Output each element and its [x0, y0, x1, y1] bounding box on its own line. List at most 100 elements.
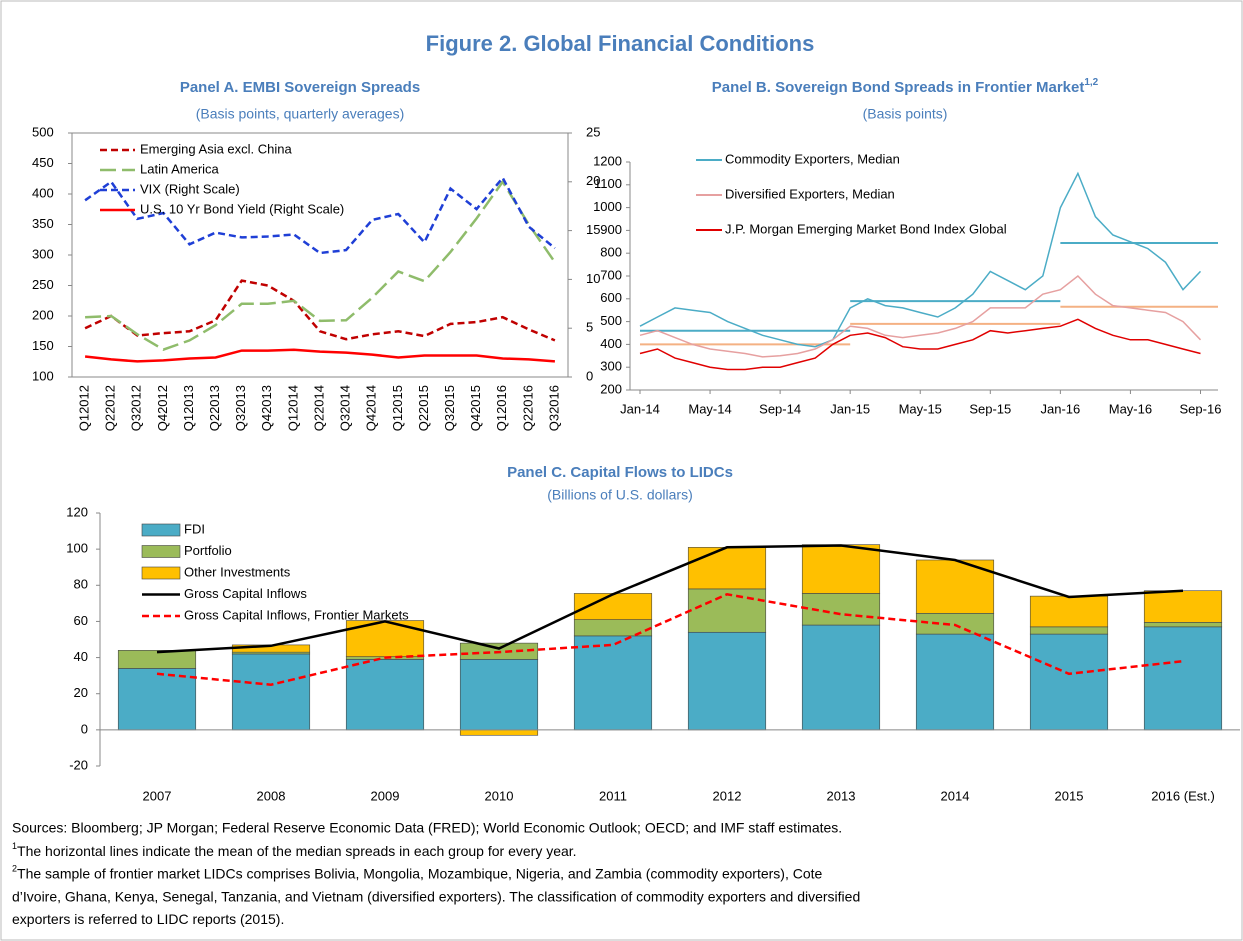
bar-segment — [801, 624, 881, 731]
series-line — [639, 274, 1202, 358]
bar-segment — [459, 659, 539, 731]
y2-tick-label: 20 — [586, 173, 600, 188]
x-tick-label: May-15 — [899, 401, 942, 416]
series-line — [84, 279, 556, 342]
y-tick-label: 350 — [32, 216, 54, 231]
x-tick-label: Q22013 — [207, 385, 222, 431]
x-tick-label: Q12014 — [285, 385, 300, 431]
x-tick-label: Jan-16 — [1040, 401, 1080, 416]
y-tick-label: 120 — [66, 504, 88, 519]
panel-subtitle: (Basis points) — [863, 106, 948, 122]
x-tick-label: 2011 — [599, 788, 627, 803]
legend-label: Other Investments — [184, 564, 291, 579]
legend-swatch — [141, 523, 181, 537]
x-tick-label: Q42012 — [155, 385, 170, 431]
x-tick-label: 2015 — [1055, 788, 1084, 803]
series-line — [84, 175, 556, 255]
x-tick-label: Sep-14 — [759, 401, 801, 416]
x-tick-label: Q22012 — [103, 385, 118, 431]
series-line — [639, 318, 1201, 371]
y-tick-label: 20 — [74, 685, 88, 700]
series-line — [639, 171, 1202, 348]
y-tick-label: 400 — [600, 336, 622, 351]
y2-tick-label: 5 — [586, 320, 593, 335]
series-line — [156, 544, 1184, 654]
x-tick-label: Q32012 — [129, 385, 144, 431]
x-tick-label: Q42015 — [468, 385, 483, 431]
y-tick-label: 800 — [600, 245, 622, 260]
y2-tick-label: 10 — [586, 271, 600, 286]
legend-label: Emerging Asia excl. China — [140, 141, 293, 156]
x-tick-label: Q22015 — [416, 385, 431, 431]
legend-label: J.P. Morgan Emerging Market Bond Index G… — [725, 221, 1007, 236]
bar-segment — [687, 631, 767, 731]
x-tick-label: Q12015 — [390, 385, 405, 431]
footnote: d’Ivoire, Ghana, Kenya, Senegal, Tanzani… — [12, 888, 860, 904]
bar-segment — [345, 659, 425, 731]
legend-label: Gross Capital Inflows, Frontier Markets — [184, 607, 409, 622]
y2-tick-label: 15 — [586, 222, 600, 237]
bar-segment — [573, 635, 653, 731]
x-tick-label: 2012 — [713, 788, 742, 803]
y2-tick-label: 25 — [586, 124, 600, 139]
y-tick-label: 0 — [81, 721, 88, 736]
x-tick-label: Jan-15 — [830, 401, 870, 416]
y-tick-label: 500 — [32, 124, 54, 139]
legend-label: Gross Capital Inflows — [184, 586, 307, 601]
footnote: exporters is referred to LIDC reports (2… — [12, 911, 284, 927]
y-tick-label: 450 — [32, 155, 54, 170]
y-tick-label: 200 — [600, 381, 622, 396]
series-line — [156, 593, 1184, 686]
figure-title: Figure 2. Global Financial Conditions — [426, 31, 815, 56]
footnote-text: exporters is referred to LIDC reports (2… — [12, 911, 284, 927]
panel-title: Panel B. Sovereign Bond Spreads in Front… — [712, 77, 1099, 96]
bar-segment — [801, 544, 881, 594]
x-tick-label: Q32015 — [442, 385, 457, 431]
bar-segment — [1029, 626, 1109, 635]
sources: Sources: Bloomberg; JP Morgan; Federal R… — [12, 820, 842, 836]
x-tick-label: Q42014 — [364, 385, 379, 431]
bar-segment — [1143, 626, 1223, 731]
x-tick-label: Q22014 — [311, 385, 326, 431]
legend-label: Latin America — [140, 161, 220, 176]
bar-segment — [1143, 622, 1223, 628]
series-line — [85, 179, 556, 351]
y-tick-label: 1000 — [593, 199, 622, 214]
y-tick-label: 300 — [600, 359, 622, 374]
bar-segment — [915, 612, 995, 635]
legend-swatch — [141, 545, 181, 558]
x-tick-label: Q32016 — [546, 385, 561, 431]
x-tick-label: Q12012 — [76, 385, 91, 431]
legend-label: Commodity Exporters, Median — [725, 151, 900, 166]
y-tick-label: 1100 — [594, 176, 622, 191]
legend-label: U.S. 10 Yr Bond Yield (Right Scale) — [140, 201, 344, 216]
y-tick-label: 900 — [600, 222, 622, 237]
footnote-text: The horizontal lines indicate the mean o… — [17, 843, 577, 859]
panel-subtitle: (Billions of U.S. dollars) — [547, 487, 693, 503]
bar-segment — [117, 668, 197, 731]
footnote: 2The sample of frontier market LIDCs com… — [12, 864, 823, 881]
series-line — [84, 348, 555, 363]
bar-segment — [687, 588, 767, 633]
y-tick-label: 40 — [74, 649, 88, 664]
bar-segment — [117, 650, 197, 669]
footnote-marker: 2 — [12, 864, 17, 874]
y-tick-label: 200 — [32, 307, 54, 322]
panel-title: Panel A. EMBI Sovereign Spreads — [180, 79, 420, 96]
y-tick-label: 1200 — [593, 153, 622, 168]
footnote-text: d’Ivoire, Ghana, Kenya, Senegal, Tanzani… — [12, 888, 860, 904]
panel-title-text: Panel B. Sovereign Bond Spreads in Front… — [712, 79, 1085, 96]
x-tick-label: Sep-16 — [1180, 401, 1222, 416]
panel-title-superscript: 1,2 — [1084, 77, 1098, 88]
panel-title: Panel C. Capital Flows to LIDCs — [507, 464, 733, 481]
x-tick-label: 2014 — [941, 788, 970, 803]
x-tick-label: Q12013 — [181, 385, 196, 431]
y-tick-label: -20 — [69, 757, 88, 772]
y-tick-label: 500 — [600, 313, 622, 328]
bar-segment — [1143, 590, 1223, 623]
bar-segment — [687, 547, 767, 590]
legend-label: VIX (Right Scale) — [140, 181, 240, 196]
y-tick-label: 100 — [32, 368, 54, 383]
bar-segment — [231, 653, 311, 731]
